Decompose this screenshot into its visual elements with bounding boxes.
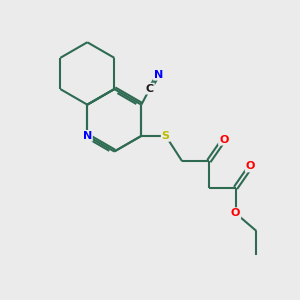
Text: O: O	[219, 135, 228, 145]
Text: N: N	[83, 131, 92, 141]
Text: C: C	[146, 84, 154, 94]
Text: O: O	[231, 208, 240, 218]
Text: S: S	[162, 131, 170, 141]
Text: O: O	[246, 161, 255, 172]
Text: N: N	[154, 70, 163, 80]
